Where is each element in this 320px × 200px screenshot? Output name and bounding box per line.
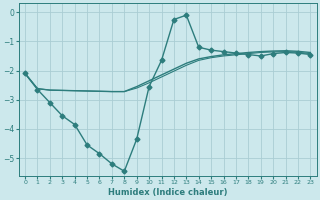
- X-axis label: Humidex (Indice chaleur): Humidex (Indice chaleur): [108, 188, 228, 197]
